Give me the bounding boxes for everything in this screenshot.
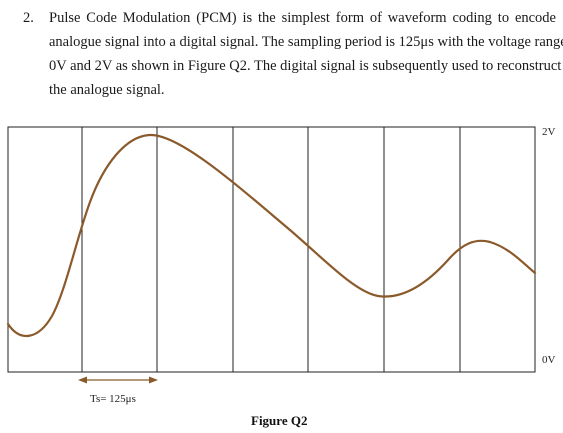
question-line-1: Pulse Code Modulation (PCM) is the simpl… <box>49 10 556 26</box>
analogue-waveform <box>6 133 537 338</box>
question-number: 2. <box>23 10 34 26</box>
sampling-period-label: Ts= 125μs <box>90 393 136 405</box>
bottom-voltage-label: 0V <box>542 354 556 366</box>
figure-q2: 2V 0V Ts= 125μs Figure Q2 <box>6 126 556 428</box>
question-line-3: 0V and 2V as shown in Figure Q2. The dig… <box>49 58 562 74</box>
question-line-2: analogue signal into a digital signal. T… <box>49 34 563 50</box>
question-line-4: the analogue signal. <box>49 82 165 98</box>
question-block: 2. Pulse Code Modulation (PCM) is the si… <box>0 4 563 104</box>
top-voltage-label: 2V <box>542 126 556 138</box>
sampling-lines <box>81 127 461 372</box>
plot-frame <box>7 126 536 373</box>
figure-caption: Figure Q2 <box>251 413 307 428</box>
sampling-period-arrow <box>78 376 158 384</box>
